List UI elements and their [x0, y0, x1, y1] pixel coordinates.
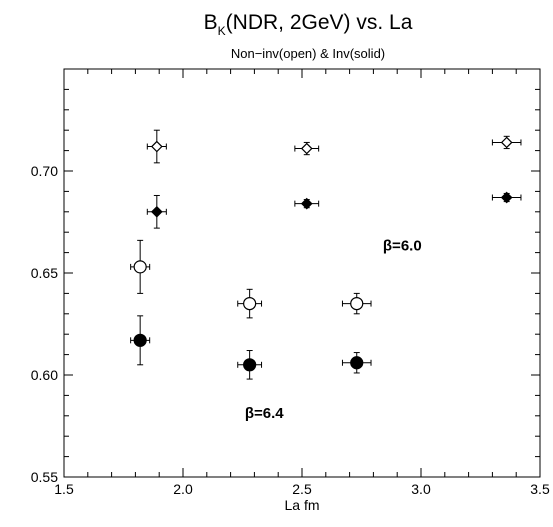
y-tick-label: 0.65 — [31, 265, 58, 281]
annotation: β=6.0 — [383, 238, 422, 255]
axis-ticks: 1.5 2.0 2.5 3.0 3.5 0.55 0.60 0.65 0.70 — [31, 68, 550, 497]
y-tick-label: 0.55 — [31, 469, 58, 485]
data-point-open-circle — [341, 292, 372, 315]
x-tick-label: 2.5 — [292, 481, 312, 497]
marker-circle — [133, 333, 147, 347]
marker-diamond — [500, 191, 513, 204]
data-point-solid-diamond — [491, 191, 522, 204]
annotations: β=6.0 β=6.4 — [245, 238, 422, 422]
x-tick-label: 3.5 — [530, 481, 550, 497]
marker-diamond — [300, 197, 313, 210]
data-point-open-diamond — [294, 141, 320, 156]
marker-circle — [350, 356, 364, 370]
data-point-solid-circle — [130, 315, 151, 366]
data-point-open-circle — [130, 239, 151, 294]
marker-circle — [133, 260, 147, 274]
data-point-open-diamond — [491, 135, 522, 150]
x-tick-label: 2.0 — [173, 481, 193, 497]
marker-diamond — [300, 142, 313, 155]
data-point-solid-diamond — [294, 197, 320, 210]
chart-title: BK(NDR, 2GeV) vs. La — [204, 11, 413, 38]
plot-frame — [63, 68, 541, 478]
data-point-solid-diamond — [146, 194, 167, 229]
chart-subtitle: Non−inv(open) & Inv(solid) — [231, 46, 385, 61]
y-tick-label: 0.60 — [31, 367, 58, 383]
data-point-solid-circle — [341, 352, 372, 374]
data-point-solid-circle — [237, 350, 263, 380]
x-tick-label: 3.0 — [411, 481, 431, 497]
marker-circle — [350, 297, 364, 311]
annotation: β=6.4 — [245, 405, 284, 422]
x-tick-label: 1.5 — [54, 481, 74, 497]
marker-circle — [243, 297, 257, 311]
marker-diamond — [500, 136, 513, 149]
data-point-open-diamond — [146, 129, 167, 164]
x-axis-label: La fm — [284, 497, 319, 513]
data-point-open-circle — [237, 288, 263, 319]
data-points — [130, 129, 522, 380]
y-tick-label: 0.70 — [31, 163, 58, 179]
marker-diamond — [150, 140, 163, 153]
marker-circle — [243, 358, 257, 372]
marker-diamond — [150, 205, 163, 218]
